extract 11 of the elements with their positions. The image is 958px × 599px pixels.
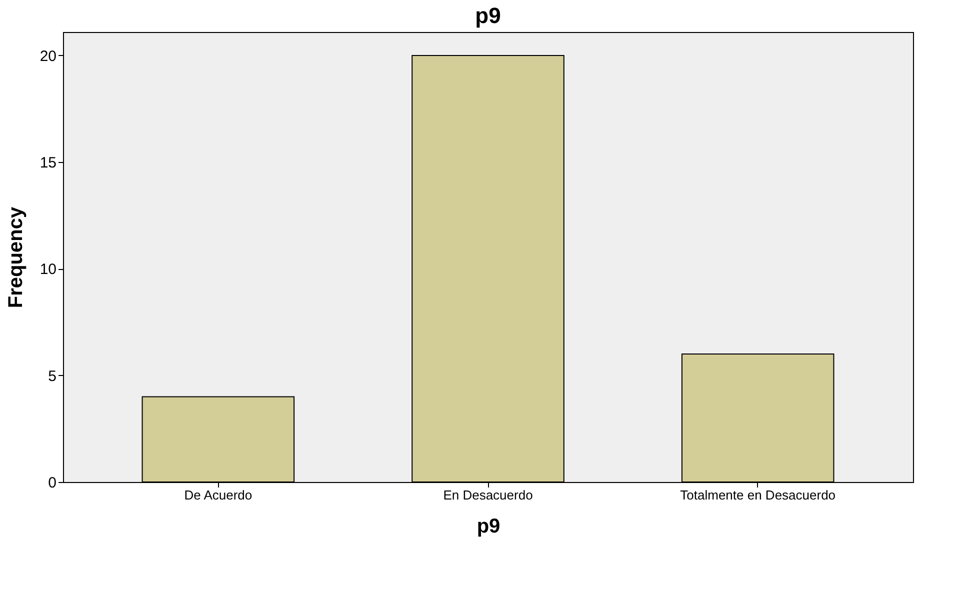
y-tick-label: 5 — [48, 368, 56, 385]
x-tick-label: Totalmente en Desacuerdo — [680, 488, 836, 502]
x-tick-label: De Acuerdo — [184, 488, 252, 502]
y-tick-label: 10 — [40, 261, 56, 278]
y-axis-title: Frequency — [4, 206, 27, 308]
y-tick-label: 15 — [40, 154, 56, 172]
y-tick-label: 0 — [48, 474, 56, 492]
y-tick-label: 20 — [40, 48, 56, 65]
x-axis-title: p9 — [476, 516, 500, 538]
x-tick-label: En Desacuerdo — [443, 488, 533, 502]
chart-title: p9 — [475, 3, 501, 28]
